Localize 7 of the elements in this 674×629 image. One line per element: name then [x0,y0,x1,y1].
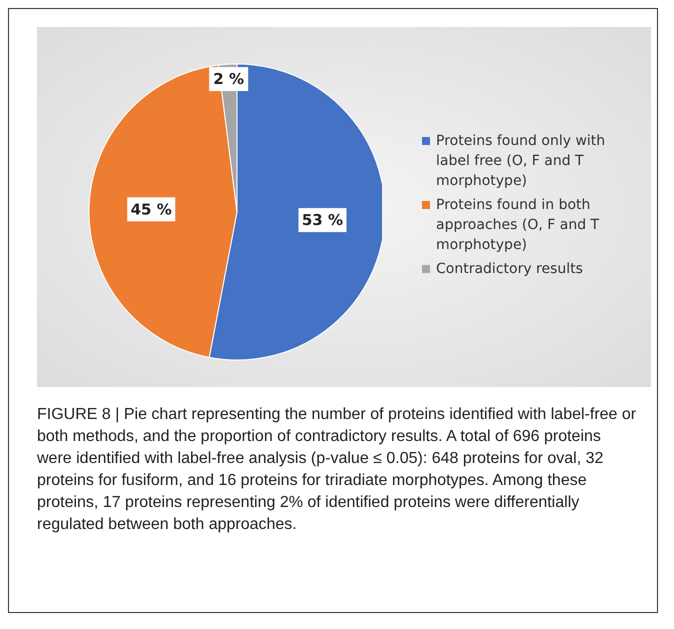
legend-label: Contradictory results [436,260,583,279]
legend-label: Proteins found only with label free (O, F and T morphotype) [436,132,606,191]
legend-label: Proteins found in both approaches (O, F and T morphotype) [436,196,600,255]
data-label: 2 % [213,70,244,88]
caption: FIGURE 8 | Pie chart representing the number of proteins identified with label-free or both methods, and the proportion of contradictory results. A total of 696 proteins were identified with label-free analysis (p-value ≤ 0.05): 648 proteins for oval, 32 proteins for fusiform, and 16 proteins for triradiate morphotypes. Among these proteins, 17 proteins representing 2% of identified proteins were differentially regulated between both approaches. [37,405,637,535]
data-label: 45 % [130,200,172,218]
data-label: 53 % [302,211,344,230]
